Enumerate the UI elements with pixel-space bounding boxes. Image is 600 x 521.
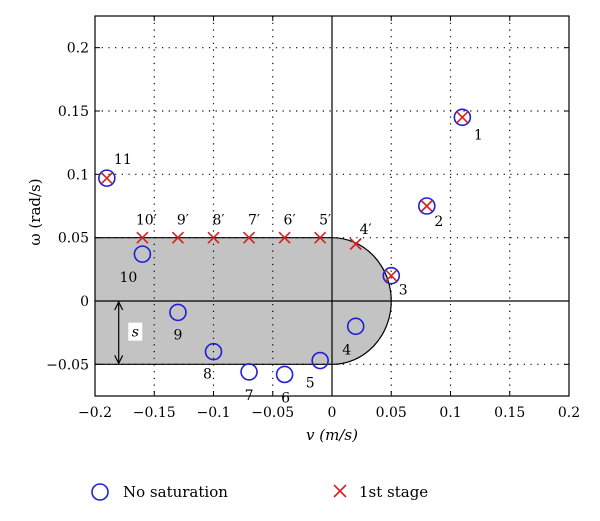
- x-tick-label: 0.1: [439, 405, 461, 421]
- point-label-8: 8: [203, 367, 212, 383]
- legend-x-marker: [333, 484, 347, 498]
- y-tick-label: 0: [80, 294, 89, 310]
- point-label-7: 7: [245, 388, 254, 404]
- point-x-1: [456, 111, 469, 124]
- x-tick-label: −0.1: [197, 405, 231, 421]
- point-x-7p: [242, 231, 256, 244]
- x-tick-label: 0.15: [494, 405, 525, 421]
- legend-label-no-saturation: No saturation: [123, 483, 228, 501]
- point-label-5: 5: [306, 376, 315, 392]
- point-circle-4: [346, 317, 365, 336]
- y-axis-label: ω (rad/s): [26, 178, 44, 245]
- point-label-5p: 5′: [319, 213, 331, 229]
- x-stroke: [420, 199, 433, 213]
- x-tick-label: 0: [328, 405, 337, 421]
- point-label-6: 6: [281, 390, 290, 406]
- point-circle-9: [169, 303, 187, 322]
- legend: No saturation 1st stage: [91, 483, 428, 501]
- x-stroke: [456, 111, 469, 124]
- span-label-box: [128, 322, 143, 341]
- x-stroke: [385, 269, 398, 282]
- point-label-2: 2: [434, 214, 443, 230]
- point-circle-1: [453, 108, 472, 127]
- point-label-4p: 4′: [360, 222, 372, 238]
- point-label-4: 4: [342, 342, 351, 358]
- x-axis-label: v (m/s): [306, 426, 358, 444]
- point-circle-5: [311, 351, 329, 370]
- point-circle-7: [240, 363, 258, 381]
- point-label-3: 3: [399, 283, 408, 299]
- point-x-11: [100, 172, 113, 185]
- point-label-10: 10: [119, 270, 137, 286]
- span-arrow-head-bottom: [114, 355, 124, 365]
- span-arrow-head-top: [114, 300, 124, 311]
- y-tick-label: 0.1: [67, 167, 89, 183]
- point-circle-6: [275, 365, 294, 384]
- point-x-5p: [314, 231, 327, 244]
- point-x-6p: [278, 231, 291, 244]
- ticks: −0.2 −0.15 −0.1 −0.05 0 0.05 0.1 0.15 0.2−0.0500…: [46, 16, 580, 421]
- point-x-4p: [349, 237, 362, 251]
- x-stroke: [278, 231, 291, 244]
- point-label-9p: 9′: [177, 213, 189, 229]
- x-stroke: [100, 172, 113, 185]
- point-circle-11: [98, 169, 116, 187]
- point-circle-8: [204, 342, 223, 361]
- data-marks: [98, 108, 472, 384]
- x-tick-label: −0.2: [78, 405, 112, 421]
- point-circle-10: [133, 245, 152, 263]
- x-stroke: [242, 231, 256, 244]
- point-label-7p: 7′: [248, 213, 260, 229]
- x-stroke: [349, 237, 362, 251]
- point-circle-3: [382, 266, 401, 285]
- x-stroke: [171, 231, 185, 244]
- x-tick-label: 0.05: [376, 405, 407, 421]
- y-tick-label: 0.05: [58, 231, 89, 247]
- x-stroke: [207, 231, 220, 244]
- point-label-1: 1: [474, 127, 483, 143]
- point-circle-2: [417, 197, 436, 215]
- point-x-2: [420, 199, 433, 213]
- point-x-8p: [207, 231, 220, 244]
- x-tick-label: 0.2: [558, 405, 580, 421]
- x-stroke: [136, 231, 149, 244]
- point-x-9p: [171, 231, 185, 244]
- span-label: s: [132, 325, 139, 341]
- point-x-10p: [136, 231, 149, 244]
- legend-label-1st-stage: 1st stage: [359, 483, 428, 501]
- point-label-11: 11: [114, 152, 132, 168]
- legend-circle-marker: [91, 483, 109, 501]
- x-tick-label: −0.05: [251, 405, 294, 421]
- point-label-9: 9: [173, 327, 182, 343]
- y-tick-label: 0.15: [58, 104, 89, 120]
- point-label-8p: 8′: [212, 213, 224, 229]
- point-label-6p: 6′: [284, 213, 296, 229]
- x-tick-label: −0.15: [133, 405, 176, 421]
- y-tick-label: −0.05: [46, 357, 89, 373]
- point-x-3: [385, 269, 398, 282]
- point-labels: 1 2 3 4 56 7 8 9 10 11 4′ 5′ 6′ 7′ 8′ 9′ 10′: [114, 127, 483, 406]
- y-tick-label: 0.2: [67, 41, 89, 57]
- point-label-10p: 10′: [136, 213, 157, 229]
- x-stroke: [314, 231, 327, 244]
